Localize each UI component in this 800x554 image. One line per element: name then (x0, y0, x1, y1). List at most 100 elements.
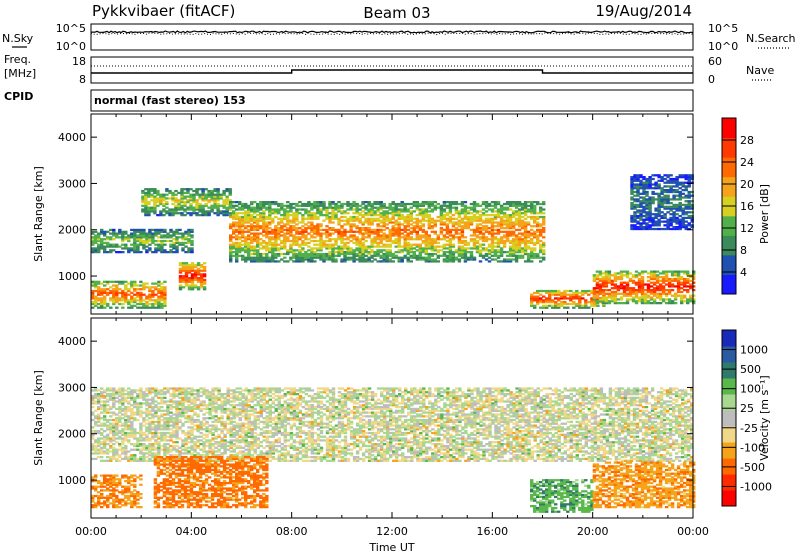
power-cell (563, 302, 567, 306)
power-cell (100, 243, 104, 246)
power-cell (517, 249, 522, 252)
power-cell (409, 215, 414, 219)
power-cell (247, 225, 251, 228)
velocity-cell (127, 424, 131, 427)
power-cell (177, 191, 181, 195)
power-cell (367, 234, 371, 237)
power-cell (412, 243, 417, 246)
power-cell (253, 228, 257, 232)
power-cell (159, 197, 163, 200)
power-cell (100, 304, 104, 307)
power-cell (669, 205, 673, 208)
power-cell (133, 282, 137, 285)
power-cell (373, 241, 377, 245)
power-cell (274, 225, 278, 228)
velocity-cell (94, 420, 98, 424)
power-cell (430, 243, 435, 246)
power-cell (469, 219, 474, 222)
power-cell (382, 214, 386, 217)
velocity-cell (145, 439, 149, 442)
power-cell (692, 270, 696, 273)
power-cell (502, 223, 507, 226)
velocity-cell (91, 457, 95, 461)
power-cell (382, 228, 386, 232)
power-cell (325, 256, 329, 259)
power-cell (238, 217, 242, 220)
power-cell (256, 221, 260, 224)
power-cell (669, 198, 673, 201)
power-cell (183, 188, 187, 191)
power-cell (686, 290, 690, 294)
power-cell (136, 302, 140, 306)
power-cell (508, 247, 513, 250)
power-cell (379, 251, 383, 254)
power-cell (530, 247, 534, 250)
power-cell (177, 202, 181, 206)
power-cell (508, 230, 513, 233)
power-cell (548, 291, 552, 295)
velocity-cell (142, 418, 146, 422)
power-cell (106, 251, 110, 254)
power-cell (250, 210, 254, 213)
power-cell (141, 199, 145, 202)
power-cell (634, 292, 639, 295)
power-cell (219, 212, 223, 215)
power-cell (328, 232, 332, 235)
power-cell (607, 279, 612, 282)
power-cell (301, 247, 305, 250)
power-cell (427, 254, 432, 257)
power-cell (676, 283, 681, 286)
power-cell (649, 290, 654, 294)
power-cell (657, 205, 661, 208)
power-cell (361, 221, 365, 224)
power-cell (370, 256, 374, 259)
power-cell (475, 217, 480, 220)
power-cell (690, 177, 694, 181)
power-cell (337, 247, 341, 250)
power-cell (352, 260, 356, 263)
power-cell (189, 202, 193, 206)
power-cell (595, 276, 600, 279)
power-cell (421, 251, 426, 254)
power-cell (301, 241, 305, 245)
power-cell (91, 289, 95, 293)
velocity-cell (133, 413, 137, 416)
power-cell (283, 223, 287, 226)
power-cell (235, 225, 239, 228)
power-cell (442, 208, 447, 211)
power-cell (193, 284, 198, 287)
power-cell (445, 260, 450, 263)
power-cell (633, 203, 637, 207)
power-cell (487, 260, 492, 263)
power-cell (313, 204, 317, 207)
velocity-cell (136, 402, 140, 405)
velocity-cell (136, 409, 140, 412)
power-cell (382, 238, 386, 241)
power-cell (298, 204, 302, 207)
power-cell (684, 224, 688, 227)
power-cell (675, 190, 679, 194)
power-cell (610, 300, 615, 303)
power-cell (91, 251, 95, 254)
power-cell (496, 215, 501, 219)
power-cell (247, 247, 251, 250)
power-cell (642, 227, 646, 231)
power-cell (235, 212, 239, 215)
power-cell (663, 185, 667, 188)
power-cell (657, 194, 661, 197)
power-cell (265, 254, 269, 257)
power-cell (298, 212, 302, 215)
power-cell (645, 183, 649, 186)
velocity-cell (103, 391, 107, 394)
velocity-cell (133, 404, 137, 407)
power-cell (187, 238, 191, 241)
power-cell (304, 204, 308, 207)
power-cell (259, 225, 263, 228)
power-cell (403, 241, 407, 245)
power-cell (229, 238, 233, 241)
power-cell (241, 208, 245, 211)
power-cell (409, 227, 414, 230)
power-cell (496, 260, 501, 263)
power-cell (172, 247, 176, 250)
power-cell (439, 214, 444, 217)
